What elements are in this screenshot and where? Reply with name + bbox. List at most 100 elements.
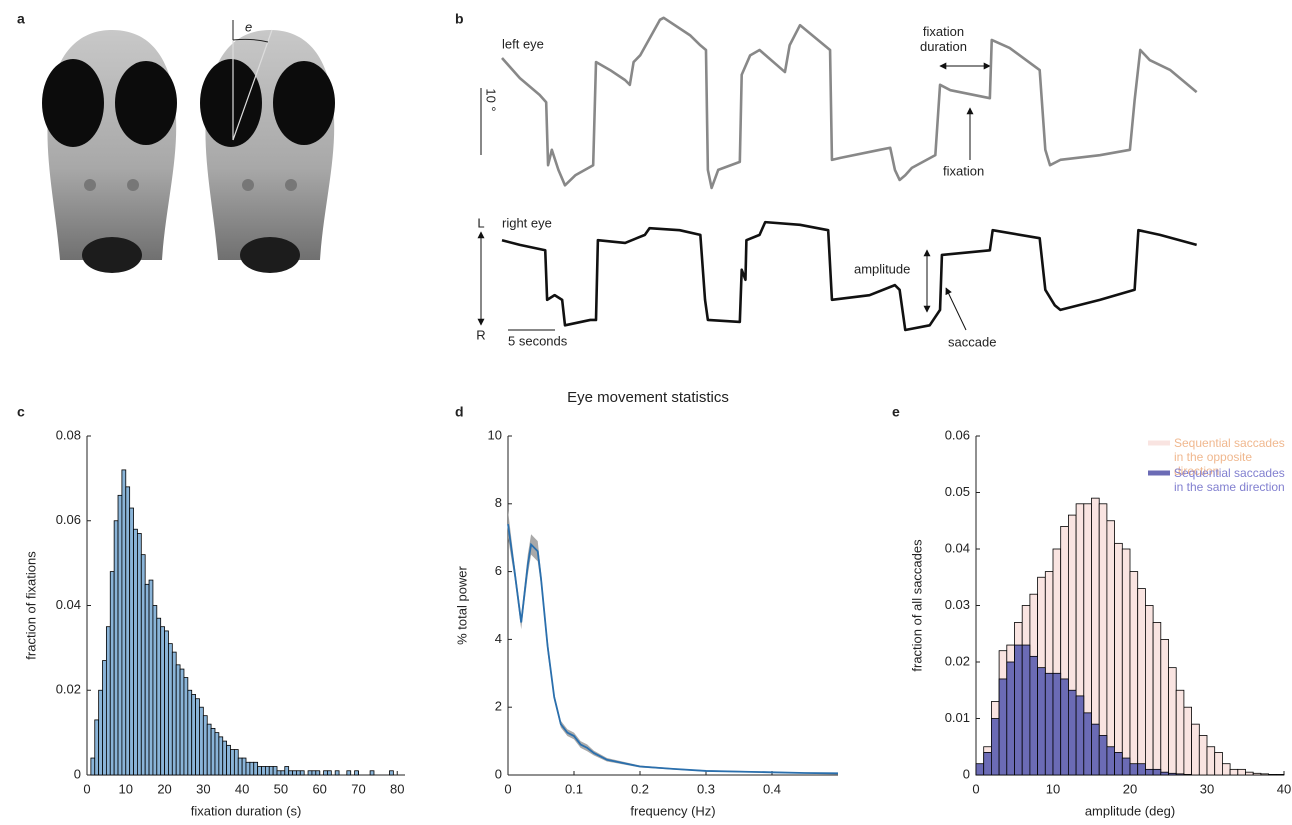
x-tick-label: 40 — [235, 781, 249, 796]
bar — [191, 694, 196, 776]
bar — [1145, 768, 1154, 776]
fish-image — [200, 20, 335, 273]
trace — [501, 16, 1198, 190]
x-tick-label: 30 — [1200, 781, 1214, 796]
x-axis-label: frequency (Hz) — [630, 803, 715, 818]
bar — [1168, 772, 1177, 776]
x-tick-label: 20 — [157, 781, 171, 796]
y-tick-label: 2 — [495, 699, 502, 714]
bar — [249, 761, 255, 776]
y-axis-label: fraction of all saccades — [909, 539, 924, 672]
right-label: R — [476, 327, 485, 342]
x-tick-label: 50 — [274, 781, 288, 796]
y-tick-label: 10 — [488, 427, 502, 442]
x-tick-label: 0.4 — [763, 781, 781, 796]
bar — [214, 732, 220, 776]
bar — [94, 719, 100, 776]
bar — [1052, 672, 1062, 776]
bar — [175, 664, 181, 776]
bar — [148, 579, 154, 776]
bar — [1222, 763, 1231, 776]
bar — [276, 770, 282, 776]
bar — [1214, 752, 1223, 776]
bar — [125, 486, 131, 776]
bar — [121, 469, 127, 776]
y-tick-label: 8 — [495, 495, 502, 510]
bar — [168, 643, 173, 776]
angle-label: e — [245, 19, 252, 34]
bar — [164, 630, 169, 776]
bar — [179, 668, 185, 776]
bar — [1137, 588, 1146, 776]
y-tick-label: 0.01 — [945, 710, 970, 725]
bar — [1183, 706, 1193, 776]
bar — [1175, 773, 1185, 776]
bar — [1237, 768, 1246, 776]
x-tick-label: 60 — [312, 781, 326, 796]
x-axis-label: amplitude (deg) — [1085, 803, 1175, 818]
bar — [292, 770, 297, 776]
annotation: fixation duration — [920, 24, 967, 54]
bar — [288, 770, 293, 776]
panel-label: d — [455, 404, 464, 420]
bar — [199, 706, 204, 776]
bar — [1121, 757, 1131, 776]
bar — [296, 770, 301, 776]
bar — [1268, 774, 1277, 776]
bar — [1160, 639, 1169, 776]
bar — [998, 678, 1008, 776]
bar — [334, 770, 340, 776]
y-tick-label: 0.08 — [56, 427, 81, 442]
bar — [1029, 655, 1039, 776]
bar — [98, 689, 103, 776]
fish-image — [42, 30, 180, 273]
y-tick-label: 0.06 — [56, 512, 81, 527]
series-label: right eye — [502, 215, 552, 230]
x-tick-label: 0.2 — [631, 781, 649, 796]
chart-title: Eye movement statistics — [567, 389, 729, 406]
y-tick-label: 0.04 — [56, 597, 81, 612]
bar — [311, 770, 317, 776]
x-tick-label: 30 — [196, 781, 210, 796]
bar — [983, 752, 992, 776]
bar — [241, 757, 247, 776]
bar — [1014, 644, 1023, 776]
bar — [1198, 735, 1208, 776]
bar — [195, 698, 200, 776]
bar — [1191, 723, 1200, 776]
legend-label: Sequential saccades in the opposite dire… — [1174, 436, 1285, 478]
annotation: saccade — [948, 334, 996, 349]
x-tick-label: 10 — [119, 781, 133, 796]
bar — [1068, 689, 1077, 776]
bar — [1098, 503, 1108, 776]
annotation: fixation — [943, 163, 984, 178]
x-tick-label: 20 — [1123, 781, 1137, 796]
y-axis-label: fraction of fixations — [23, 551, 38, 660]
bar — [160, 626, 165, 776]
x-tick-label: 0 — [83, 781, 90, 796]
x-tick-label: 0.3 — [697, 781, 715, 796]
line — [507, 524, 839, 775]
left-label: L — [477, 215, 484, 230]
x-tick-label: 0 — [972, 781, 979, 796]
x-tick-label: 80 — [390, 781, 404, 796]
bar — [261, 766, 266, 776]
bar — [233, 749, 239, 776]
y-tick-label: 4 — [495, 631, 502, 646]
bar — [1044, 672, 1054, 776]
bar — [152, 605, 158, 776]
bar — [171, 651, 177, 776]
bar — [389, 770, 394, 776]
bar — [144, 583, 150, 776]
panel-label: a — [17, 11, 25, 27]
bar — [354, 770, 359, 776]
x-tick-label: 0.1 — [565, 781, 583, 796]
x-axis-label: fixation duration (s) — [191, 803, 302, 818]
bar — [1129, 763, 1139, 776]
bar — [183, 677, 189, 776]
bar — [257, 766, 262, 776]
bar — [1275, 774, 1285, 776]
bar — [1229, 768, 1239, 776]
